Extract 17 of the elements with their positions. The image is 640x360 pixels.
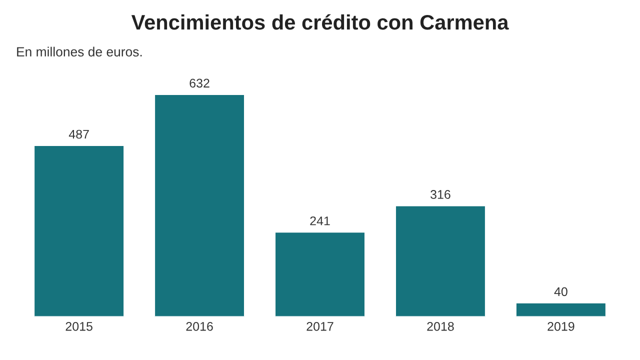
data-label: 487: [68, 130, 89, 139]
data-label: 316: [430, 190, 450, 199]
bar: [154, 94, 246, 317]
bar: [33, 144, 125, 317]
x-tick-label: 2018: [427, 322, 454, 331]
chart-subtitle: En millones de euros.: [17, 46, 142, 56]
data-label: 632: [190, 78, 210, 88]
bar: [274, 231, 366, 317]
bar: [394, 204, 486, 317]
x-tick-label: 2019: [548, 322, 574, 331]
bar: [515, 302, 607, 317]
chart-title: Vencimientos de crédito con Carmena: [131, 14, 509, 30]
x-tick-label: 2016: [186, 322, 213, 331]
data-label: 40: [554, 287, 568, 296]
x-tick-label: 2015: [66, 322, 92, 331]
data-label: 241: [310, 216, 330, 226]
x-tick-label: 2017: [306, 322, 334, 331]
